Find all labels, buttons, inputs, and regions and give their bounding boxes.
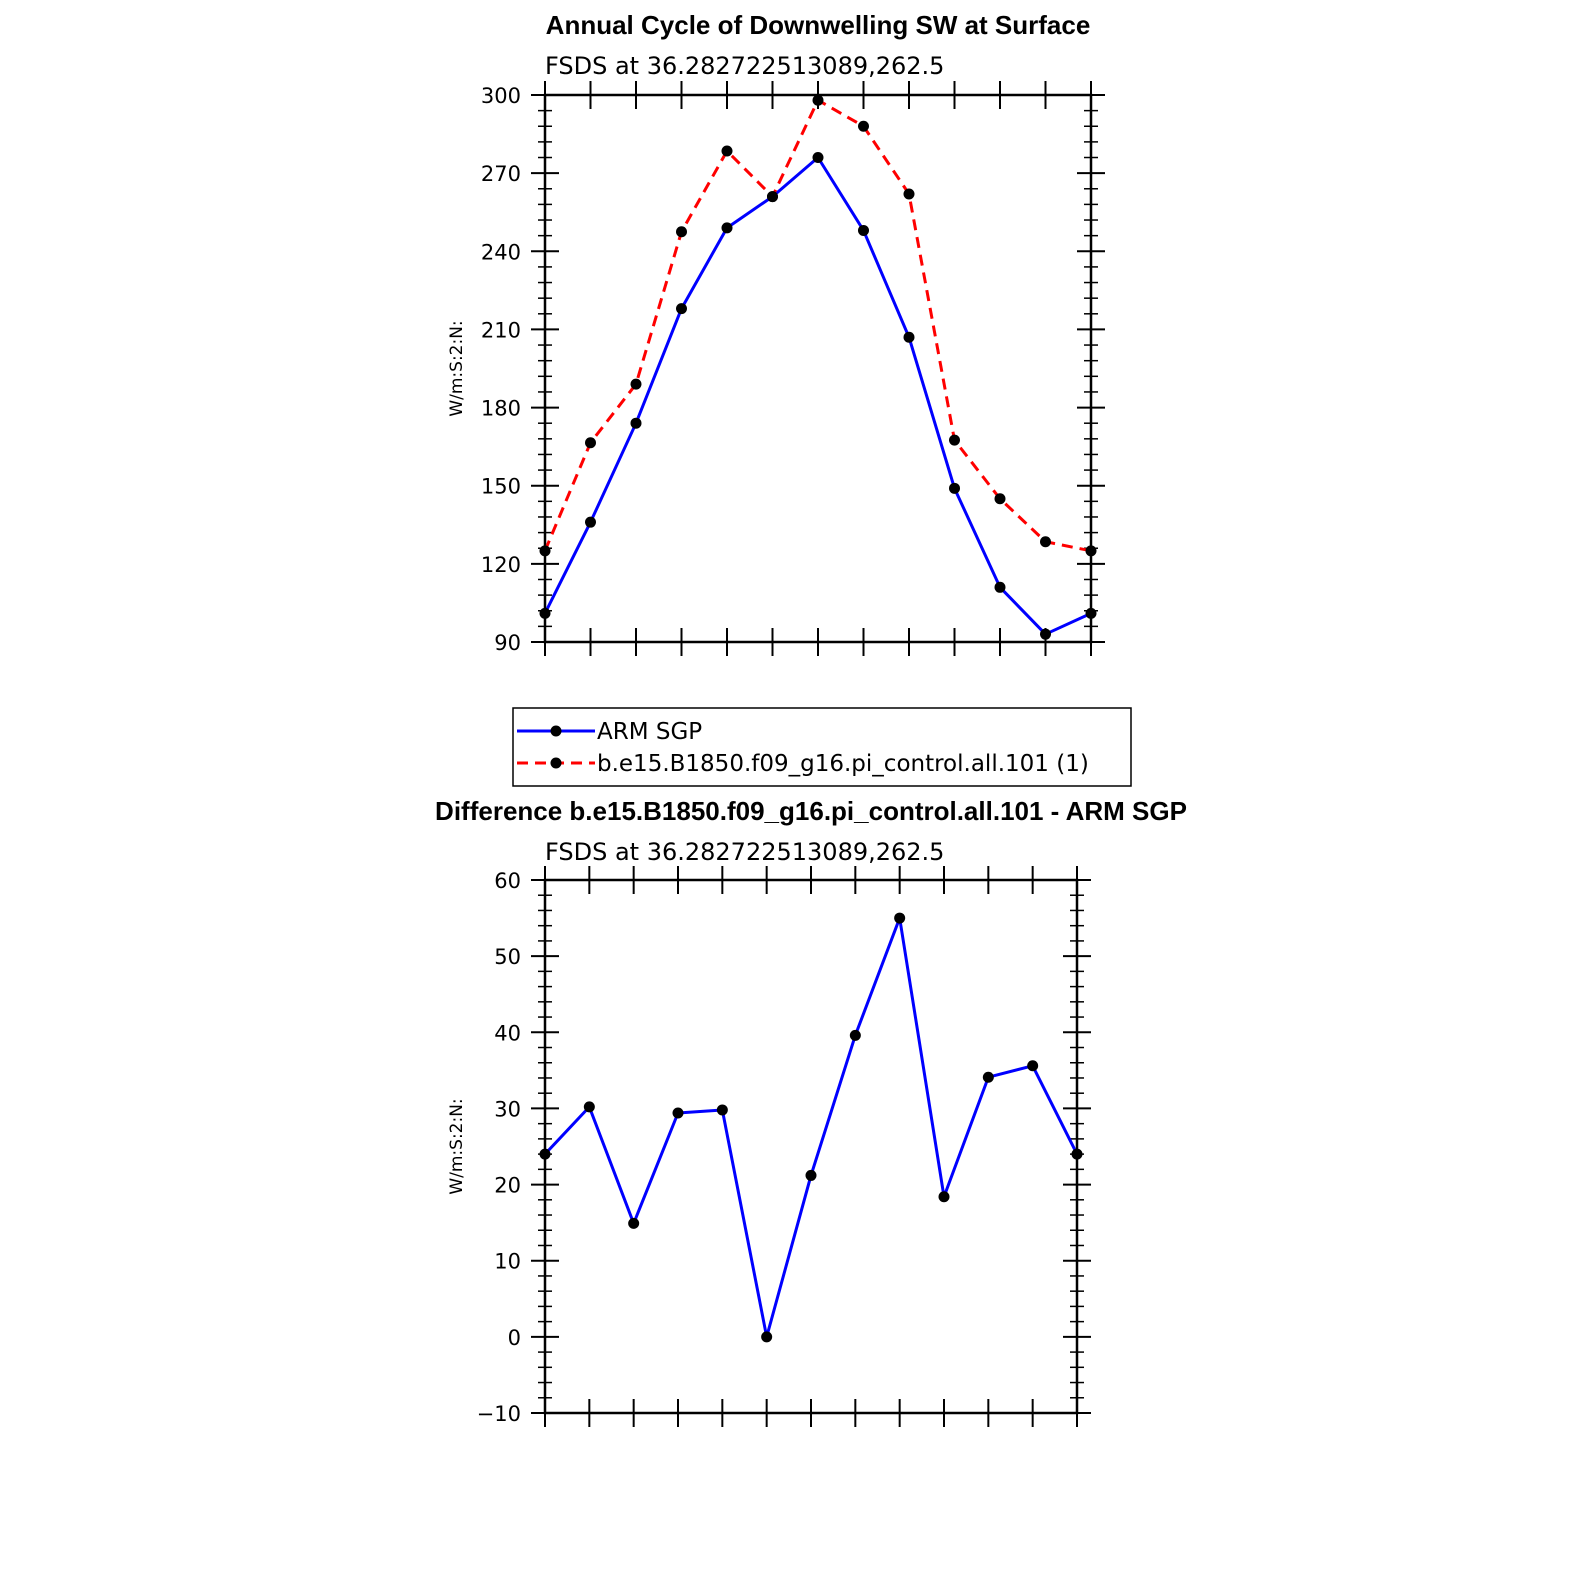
data-point [721, 222, 733, 234]
data-point [676, 303, 687, 315]
y-tick-label: 50 [494, 945, 521, 969]
chart-2: Difference b.e15.B1850.f09_g16.pi_contro… [435, 796, 1187, 1427]
data-point [949, 482, 960, 494]
legend: ARM SGP b.e15.B1850.f09_g16.pi_control.al… [512, 707, 1132, 787]
data-point [630, 417, 642, 429]
data-point [994, 581, 1006, 593]
chart-subtitle: FSDS at 36.282722513089,262.5 [545, 838, 944, 866]
data-point [949, 434, 960, 446]
data-point [903, 331, 915, 343]
y-tick-label: 210 [481, 318, 521, 342]
chart-title: Annual Cycle of Downwelling SW at Surfac… [546, 10, 1091, 40]
chart-title: Difference b.e15.B1850.f09_g16.pi_contro… [435, 796, 1187, 826]
chart-1: Annual Cycle of Downwelling SW at Surfac… [447, 10, 1132, 787]
data-point [539, 545, 551, 557]
data-point [812, 152, 824, 164]
data-point [539, 1148, 551, 1160]
y-tick-label: −10 [477, 1402, 521, 1426]
series-line-1 [543, 156, 1092, 636]
y-tick-label: 30 [494, 1097, 521, 1121]
data-point [1040, 628, 1051, 640]
data-point [539, 607, 551, 619]
data-point [585, 516, 596, 528]
data-point [721, 145, 733, 157]
data-point [894, 912, 906, 924]
data-point [805, 1169, 817, 1181]
data-point [676, 226, 687, 238]
data-point [938, 1191, 950, 1203]
y-tick-label: 180 [481, 397, 521, 421]
data-point [630, 378, 642, 390]
y-tick-label: 20 [494, 1174, 521, 1198]
y-tick-label: 150 [481, 475, 521, 499]
y-axis-label: W/m:S:2:N: [447, 1098, 467, 1194]
series-line-2 [543, 98, 1092, 553]
y-tick-label: 270 [481, 162, 521, 186]
data-point [767, 191, 778, 203]
data-point [583, 1101, 595, 1113]
data-point [858, 224, 869, 236]
legend-entry: ARM SGP [597, 719, 702, 745]
y-tick-label: 300 [481, 84, 521, 108]
y-tick-label: 10 [494, 1250, 521, 1274]
y-tick-label: 120 [481, 553, 521, 577]
data-point [903, 188, 915, 200]
data-point [672, 1107, 684, 1119]
data-point [1027, 1060, 1039, 1072]
plot-frame [543, 93, 1093, 644]
data-point [1071, 1148, 1083, 1160]
data-point [858, 120, 869, 132]
data-point [628, 1217, 640, 1229]
data-point [1040, 536, 1051, 548]
data-point [994, 493, 1006, 505]
data-point [849, 1029, 861, 1041]
legend-entry: b.e15.B1850.f09_g16.pi_control.all.101 (… [597, 751, 1089, 777]
y-tick-label: 0 [508, 1326, 521, 1350]
data-point [585, 437, 596, 449]
data-point [1085, 607, 1097, 619]
legend-swatch-marker [550, 725, 562, 737]
y-axis-label: W/m:S:2:N: [447, 320, 467, 416]
y-tick-label: 240 [481, 240, 521, 264]
data-point [716, 1104, 728, 1116]
chart-subtitle: FSDS at 36.282722513089,262.5 [545, 52, 944, 80]
y-tick-label: 40 [494, 1021, 521, 1045]
legend-box [512, 707, 1132, 787]
data-point [1085, 545, 1097, 557]
data-point [761, 1331, 773, 1343]
y-tick-label: 60 [494, 869, 521, 893]
data-point [812, 94, 824, 106]
plot-frame [543, 878, 1079, 1415]
y-tick-label: 90 [494, 631, 521, 655]
series-line-1 [543, 916, 1079, 1339]
legend-swatch-marker [550, 757, 562, 769]
data-point [982, 1071, 994, 1083]
